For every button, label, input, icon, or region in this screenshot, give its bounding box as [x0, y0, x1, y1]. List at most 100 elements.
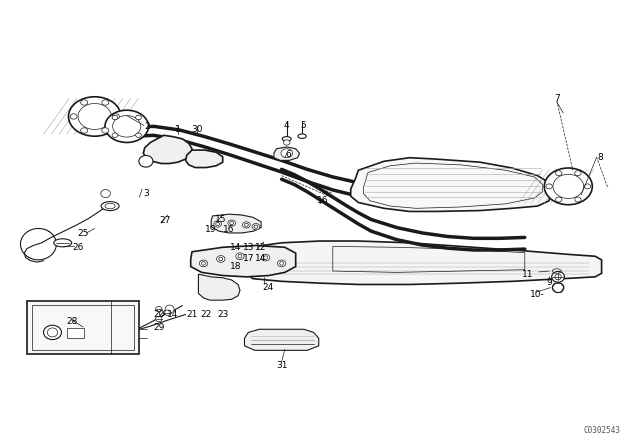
Polygon shape — [186, 150, 223, 168]
Ellipse shape — [546, 184, 552, 189]
Text: 20: 20 — [153, 310, 164, 319]
Ellipse shape — [243, 222, 250, 228]
Ellipse shape — [102, 128, 109, 133]
Ellipse shape — [552, 271, 564, 282]
Text: 3: 3 — [143, 189, 148, 198]
Text: 27: 27 — [159, 216, 171, 225]
Ellipse shape — [278, 260, 286, 267]
Text: 13: 13 — [243, 243, 254, 252]
Ellipse shape — [236, 253, 244, 260]
Ellipse shape — [556, 197, 562, 202]
Text: 25: 25 — [77, 229, 89, 238]
Text: 10-: 10- — [530, 290, 545, 299]
Ellipse shape — [216, 223, 220, 226]
Ellipse shape — [113, 116, 141, 137]
Text: 11: 11 — [522, 270, 534, 279]
Ellipse shape — [545, 168, 593, 205]
Ellipse shape — [230, 221, 234, 225]
Text: 5: 5 — [300, 121, 305, 130]
Ellipse shape — [113, 114, 119, 119]
Text: C0302543: C0302543 — [584, 426, 621, 435]
Polygon shape — [274, 147, 300, 160]
Text: 14: 14 — [230, 243, 241, 252]
Text: 28: 28 — [66, 317, 77, 326]
Text: 23: 23 — [217, 310, 228, 319]
Ellipse shape — [200, 260, 207, 267]
Ellipse shape — [136, 133, 141, 138]
Text: 8: 8 — [598, 153, 603, 162]
Text: 2: 2 — [145, 122, 150, 131]
Ellipse shape — [112, 115, 118, 120]
Bar — [67, 328, 84, 338]
Ellipse shape — [254, 225, 258, 228]
Ellipse shape — [214, 221, 221, 227]
Text: 1: 1 — [175, 125, 180, 134]
Text: 22: 22 — [200, 310, 212, 319]
Ellipse shape — [281, 149, 292, 158]
Text: 12: 12 — [255, 243, 267, 252]
Ellipse shape — [284, 140, 290, 145]
Text: 21: 21 — [186, 310, 198, 319]
Ellipse shape — [81, 128, 88, 133]
Ellipse shape — [101, 190, 111, 198]
Text: 18: 18 — [230, 262, 241, 271]
Ellipse shape — [261, 254, 270, 261]
Ellipse shape — [47, 328, 58, 337]
Text: 14: 14 — [255, 254, 267, 263]
Ellipse shape — [264, 256, 268, 259]
Ellipse shape — [156, 316, 162, 322]
Text: 16: 16 — [317, 196, 329, 205]
Ellipse shape — [219, 257, 223, 261]
Text: 6: 6 — [285, 150, 291, 159]
Ellipse shape — [156, 306, 162, 312]
Ellipse shape — [298, 134, 307, 138]
Ellipse shape — [282, 137, 291, 141]
Text: 19: 19 — [205, 225, 217, 234]
Polygon shape — [191, 246, 296, 277]
Ellipse shape — [112, 133, 118, 138]
Text: 29: 29 — [153, 323, 164, 332]
Text: 17: 17 — [243, 254, 254, 263]
Ellipse shape — [584, 184, 591, 189]
Ellipse shape — [44, 325, 61, 340]
Ellipse shape — [81, 100, 88, 105]
Ellipse shape — [78, 103, 111, 129]
Polygon shape — [351, 158, 550, 211]
Ellipse shape — [553, 174, 584, 198]
Text: 30: 30 — [191, 125, 203, 134]
Ellipse shape — [68, 97, 121, 136]
Polygon shape — [198, 274, 240, 300]
Ellipse shape — [139, 155, 153, 167]
Ellipse shape — [280, 262, 284, 265]
Ellipse shape — [552, 283, 564, 293]
Ellipse shape — [136, 115, 141, 120]
Ellipse shape — [575, 197, 581, 202]
Ellipse shape — [575, 171, 581, 176]
Ellipse shape — [164, 310, 171, 315]
Ellipse shape — [228, 220, 236, 226]
Polygon shape — [246, 241, 602, 284]
Ellipse shape — [252, 224, 260, 230]
Text: 24: 24 — [262, 283, 273, 292]
Text: 4: 4 — [284, 121, 289, 130]
Text: 7: 7 — [554, 94, 559, 103]
Ellipse shape — [556, 171, 562, 176]
Ellipse shape — [70, 114, 77, 119]
Ellipse shape — [105, 110, 148, 142]
Text: 9: 9 — [547, 278, 552, 287]
Text: 15: 15 — [215, 215, 227, 224]
Ellipse shape — [54, 239, 72, 247]
Ellipse shape — [238, 254, 242, 258]
Ellipse shape — [202, 262, 205, 265]
Text: 31: 31 — [276, 361, 287, 370]
Polygon shape — [211, 214, 261, 233]
Text: 14: 14 — [167, 310, 179, 319]
Polygon shape — [143, 135, 192, 164]
Ellipse shape — [105, 203, 115, 209]
Ellipse shape — [101, 202, 119, 211]
Polygon shape — [244, 329, 319, 350]
Ellipse shape — [165, 305, 174, 313]
Ellipse shape — [555, 274, 561, 280]
Ellipse shape — [102, 100, 109, 105]
Bar — [27, 301, 139, 354]
